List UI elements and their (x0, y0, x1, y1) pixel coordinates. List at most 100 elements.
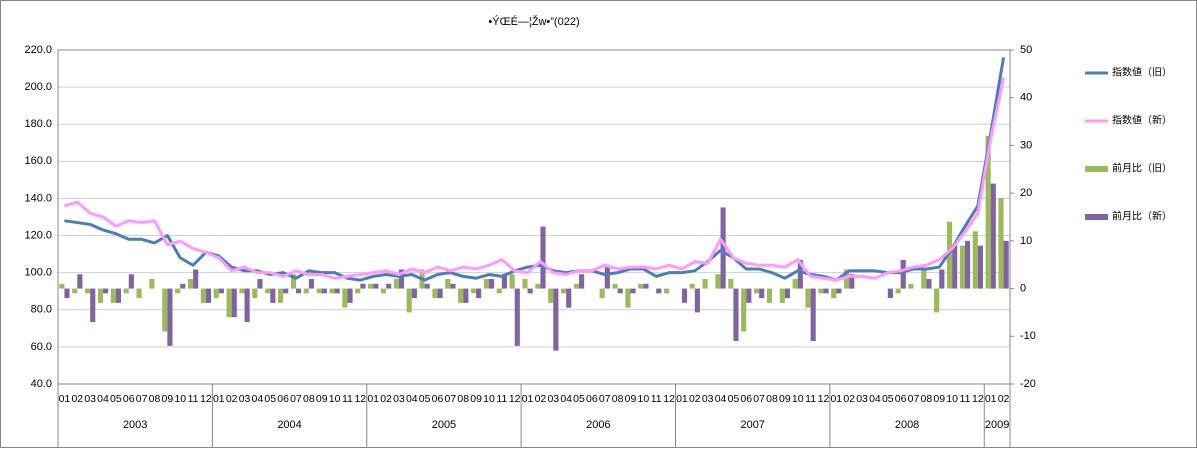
x-tick-label: 02 (689, 393, 701, 405)
bar (321, 288, 327, 294)
x-tick-label: 06 (123, 393, 135, 405)
y2-tick-label: 30 (1020, 139, 1032, 151)
x-tick-label: 12 (354, 393, 366, 405)
bar (784, 288, 791, 299)
x-tick-label: 04 (869, 393, 881, 405)
bar (946, 221, 953, 289)
legend-label: 指数値（新） (1112, 114, 1172, 127)
bar (844, 269, 850, 289)
x-tick-label: 01 (213, 393, 225, 405)
x-tick-label: 02 (843, 393, 855, 405)
y2-tick-label: -10 (1020, 330, 1036, 342)
y-tick-label: 200.0 (24, 81, 52, 93)
x-tick-label: 04 (97, 393, 109, 405)
bar (115, 288, 122, 303)
bar (1003, 240, 1009, 289)
group-label: 2004 (277, 419, 301, 431)
legend-label: 指数値（旧） (1112, 66, 1172, 79)
x-tick-label: 04 (406, 393, 418, 405)
bar (244, 288, 250, 322)
bar (643, 283, 649, 289)
bar (823, 288, 829, 294)
bar (689, 283, 695, 289)
x-tick-label: 10 (174, 393, 186, 405)
bar (308, 279, 315, 289)
x-tick-label: 10 (946, 393, 958, 405)
bar (561, 288, 567, 294)
bar (393, 279, 399, 289)
bar (380, 288, 387, 294)
x-tick-label: 07 (908, 393, 920, 405)
bar (123, 288, 129, 294)
bar (231, 288, 237, 318)
bar (895, 288, 901, 294)
bar (257, 279, 263, 289)
bar (85, 288, 91, 294)
bar (329, 288, 335, 294)
bar (296, 288, 302, 294)
x-tick-label: 03 (393, 393, 405, 405)
bar (128, 274, 134, 289)
bar (218, 288, 224, 294)
x-tick-label: 05 (110, 393, 122, 405)
x-tick-label: 01 (367, 393, 379, 405)
bar (450, 283, 456, 289)
x-tick-label: 04 (715, 393, 727, 405)
y2-tick-label: 50 (1020, 44, 1032, 56)
bar (193, 269, 199, 289)
bar (939, 269, 945, 289)
bar (926, 279, 932, 289)
bar (548, 288, 554, 303)
y-tick-label: 40.0 (31, 378, 52, 390)
x-tick-label: 09 (625, 393, 637, 405)
plot-frame (57, 49, 1011, 385)
x-tick-label: 01 (522, 393, 534, 405)
bar (424, 283, 430, 289)
legend-swatch (1085, 214, 1108, 220)
bar (226, 288, 232, 318)
x-tick-label: 03 (702, 393, 714, 405)
bar (630, 288, 636, 294)
bar (488, 279, 495, 289)
x-tick-label: 03 (856, 393, 868, 405)
bar (239, 288, 245, 294)
bar (990, 183, 996, 289)
bar (411, 288, 417, 299)
legend-label: 前月比（旧） (1112, 162, 1172, 175)
y2-tick-label: -20 (1020, 378, 1036, 390)
bar (64, 288, 70, 299)
x-tick-label: 01 (830, 393, 842, 405)
y-tick-label: 80.0 (31, 304, 52, 316)
y2-tick-label: 40 (1020, 92, 1032, 104)
bar (599, 288, 605, 299)
x-tick-label: 02 (71, 393, 83, 405)
x-tick-label: 08 (921, 393, 933, 405)
chart-title: •ÝŒÉ—¦Žw•”(022) (488, 15, 579, 28)
bar (663, 288, 670, 294)
bar (959, 245, 965, 289)
bar (540, 226, 546, 289)
y-tick-label: 100.0 (24, 267, 52, 279)
x-tick-label: 10 (792, 393, 804, 405)
x-tick-label: 12 (509, 393, 521, 405)
bar (766, 288, 772, 303)
bar (753, 288, 760, 294)
bar (985, 135, 991, 289)
x-tick-label: 09 (779, 393, 791, 405)
x-tick-label: 07 (290, 393, 302, 405)
y-tick-label: 220.0 (24, 44, 52, 56)
bar (277, 288, 284, 303)
bar (702, 279, 708, 289)
bar (360, 283, 366, 289)
x-tick-label: 11 (496, 393, 507, 405)
bar (483, 279, 489, 289)
x-tick-label: 06 (432, 393, 444, 405)
bar (445, 279, 451, 289)
x-tick-label: 10 (329, 393, 341, 405)
bar (110, 288, 116, 303)
x-tick-label: 05 (728, 393, 740, 405)
bar (355, 288, 361, 294)
bar (779, 288, 785, 303)
bar (316, 288, 322, 294)
